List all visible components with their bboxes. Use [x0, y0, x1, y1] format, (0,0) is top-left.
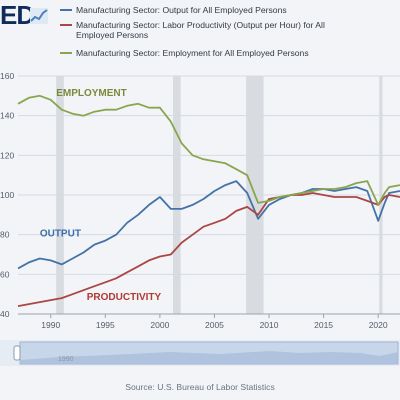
- series-annotations: EMPLOYMENT OUTPUT PRODUCTIVITY: [40, 88, 162, 303]
- chart-header: ED Manufacturing Sector: Output for All …: [0, 0, 400, 68]
- line-chart[interactable]: 40 60 80 100 120 140 160 1990 1995 2000 2005 2010 2…: [0, 68, 400, 336]
- y-tick-label: 160: [0, 71, 14, 81]
- annotation-employment: EMPLOYMENT: [56, 88, 127, 99]
- legend-item-employment[interactable]: Manufacturing Sector: Employment for All…: [60, 48, 400, 58]
- legend-item-productivity[interactable]: Manufacturing Sector: Labor Productivity…: [60, 20, 326, 40]
- legend-label-productivity: Manufacturing Sector: Labor Productivity…: [76, 20, 325, 40]
- navigator-left-handle[interactable]: [13, 345, 21, 361]
- annotation-productivity: PRODUCTIVITY: [87, 292, 162, 303]
- annotation-output: OUTPUT: [40, 229, 81, 240]
- x-tick-label: 2020: [369, 320, 388, 330]
- y-tick-label: 40: [0, 309, 10, 319]
- y-tick-label: 60: [0, 269, 10, 279]
- source-note: Source: U.S. Bureau of Labor Statistics: [125, 382, 275, 392]
- x-tick-label: 2000: [150, 320, 169, 330]
- navigator-tick: 1990: [58, 356, 74, 363]
- x-axis: 1990 1995 2000 2005 2010 2015 2020: [18, 313, 400, 330]
- legend-swatch-employment: [60, 52, 72, 54]
- fred-logo[interactable]: ED: [0, 0, 35, 30]
- y-axis: 40 60 80 100 120 140 160: [0, 71, 14, 319]
- y-tick-label: 120: [0, 150, 14, 160]
- x-tick-label: 2005: [205, 320, 224, 330]
- legend-swatch-output: [60, 9, 72, 11]
- navigator-area: [20, 351, 398, 364]
- series-line-output[interactable]: [17, 180, 400, 270]
- x-tick-label: 1995: [96, 320, 115, 330]
- legend-swatch-productivity: [60, 24, 72, 26]
- x-tick-label: 1990: [41, 320, 60, 330]
- series-lines: [17, 94, 400, 307]
- x-tick-label: 2015: [314, 320, 333, 330]
- y-tick-label: 80: [0, 230, 10, 240]
- range-navigator[interactable]: 1990: [0, 340, 400, 366]
- y-tick-label: 100: [0, 190, 14, 200]
- series-line-productivity[interactable]: [17, 192, 400, 307]
- legend-item-output[interactable]: Manufacturing Sector: Output for All Emp…: [60, 5, 400, 15]
- series-line-employment[interactable]: [17, 94, 400, 206]
- x-tick-label: 2010: [260, 320, 279, 330]
- chart-line-icon: [30, 8, 48, 24]
- y-tick-label: 140: [0, 111, 14, 121]
- legend-label-employment: Manufacturing Sector: Employment for All…: [76, 48, 309, 58]
- legend-label-output: Manufacturing Sector: Output for All Emp…: [76, 5, 287, 15]
